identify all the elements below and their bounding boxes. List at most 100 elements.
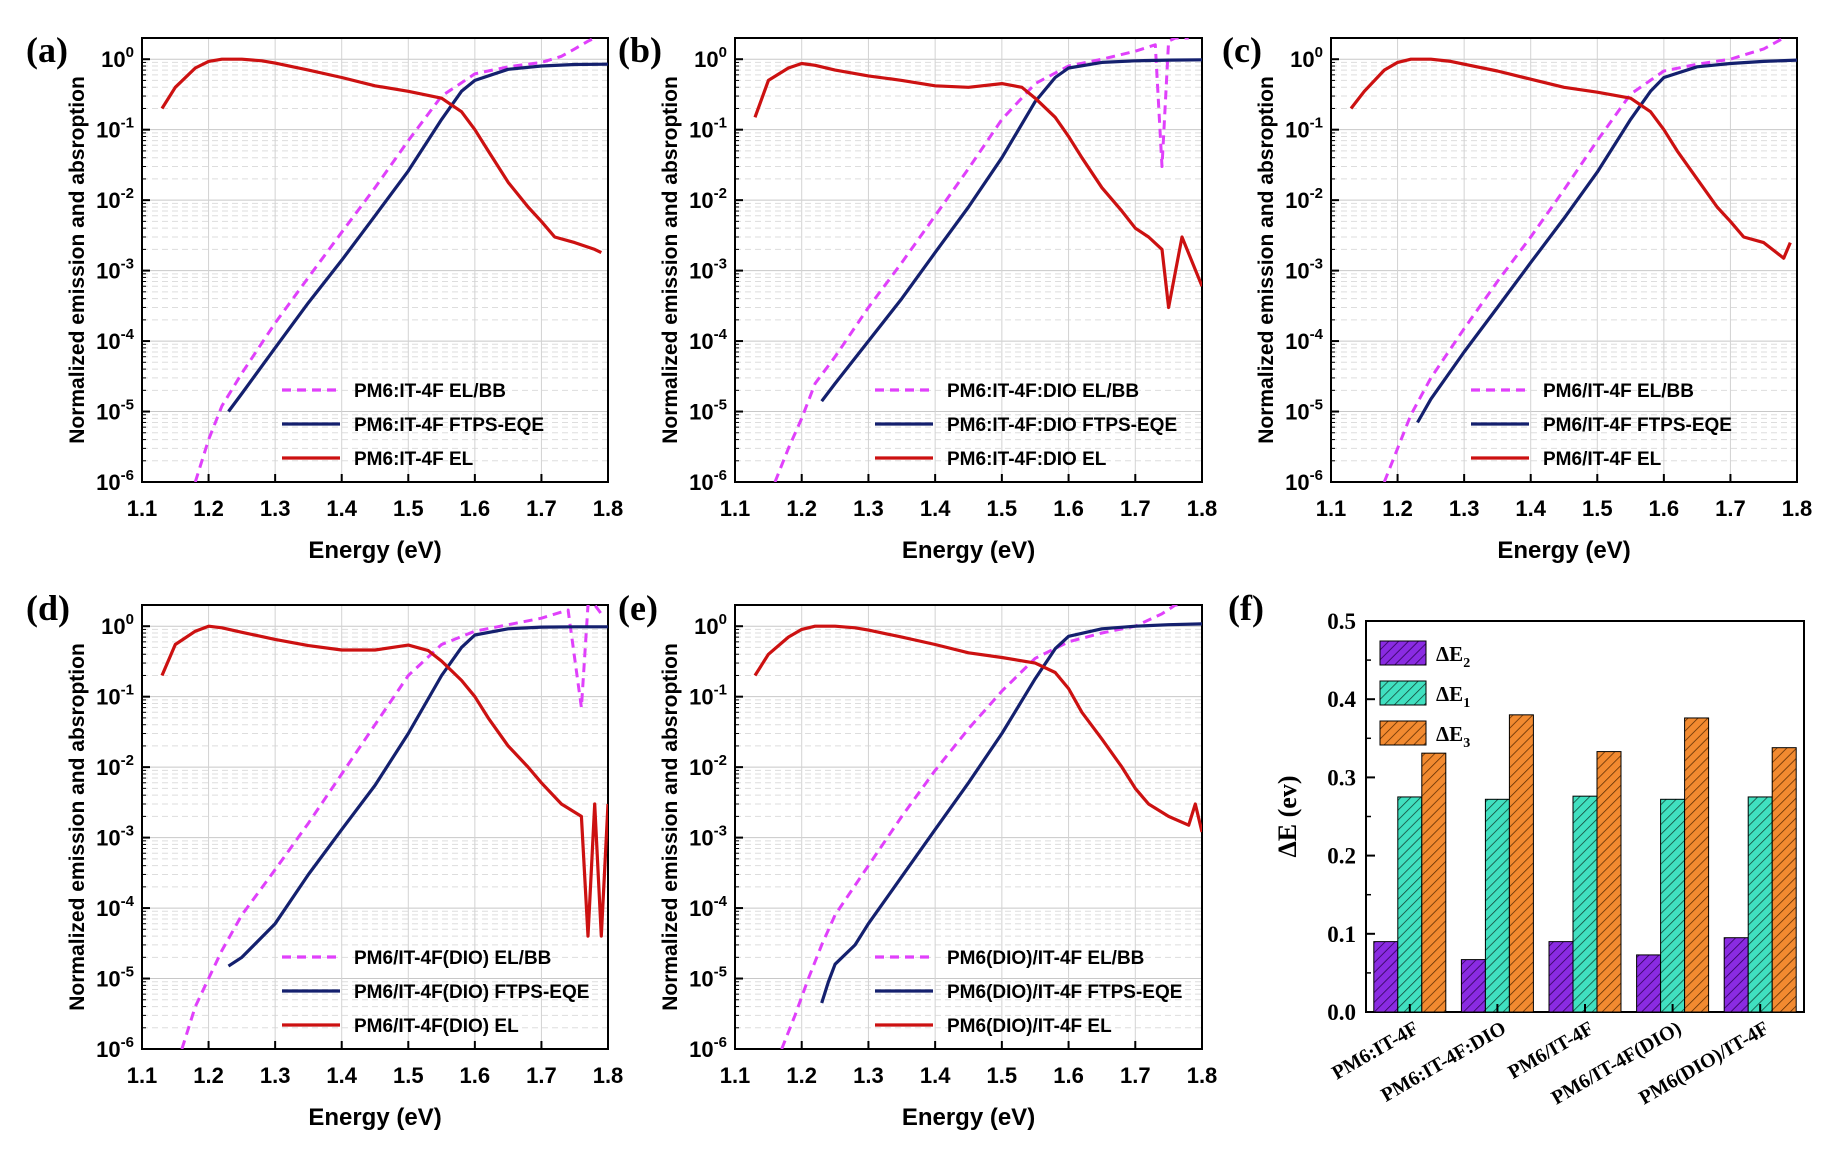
legend-label: PM6/IT-4F FTPS-EQE [1543,415,1732,436]
bar-e3-pm6-it-4f-dio [1684,717,1710,1013]
x-tick-label: 1.4 [1515,496,1546,521]
x-tick-label: 1.1 [720,1063,751,1088]
y-tick-label: 0.1 [1327,922,1356,947]
y-tick-label: 10-1 [1285,115,1323,143]
x-axis-label: Energy (eV) [308,1104,441,1131]
bar-e2-pm6-it-4f [1373,941,1399,1013]
y-tick-label: 10-6 [689,1034,727,1062]
bar-e2-pm6-it-4f-dio [1636,954,1662,1013]
y-tick-label: 0.3 [1327,765,1356,790]
x-tick-label: 1.6 [1053,1063,1084,1088]
x-tick-label: 1.1 [720,496,751,521]
y-tick-label: 100 [694,44,727,72]
y-tick-label: 10-5 [689,964,727,992]
x-tick-label: 1.6 [1649,496,1680,521]
y-tick-label: 10-4 [689,893,727,921]
plot-frame [1330,37,1798,483]
panel-letter: (d) [26,588,70,628]
bar-e1-pm6-it-4f-dio [1660,798,1686,1013]
x-axis-label: Energy (eV) [902,1104,1035,1131]
series-line-pm6-it-4f-dio-ftps-eqe [820,58,1202,403]
x-tick-label: 1.3 [1449,496,1480,521]
series-line-pm6-it-4f-ftps-eqe [227,62,608,413]
x-tick-label: 1.4 [326,496,357,521]
x-tick-label: 1.6 [1053,496,1084,521]
legend-label: PM6/IT-4F EL/BB [1543,381,1694,402]
panel-letter: (f) [1228,588,1264,628]
y-tick-label: 10-5 [96,964,134,992]
x-tick-label: 1.2 [1382,496,1413,521]
x-tick-label: 1.8 [593,496,624,521]
y-tick-label: 10-3 [689,256,727,284]
x-tick-label: 1.1 [1316,496,1347,521]
bar-e2-pm6-it-4f-dio [1460,959,1486,1013]
x-tick-label: 1.7 [1715,496,1746,521]
x-tick-label: 1.3 [853,496,884,521]
x-tick-label: 1.6 [460,496,491,521]
y-tick-label: 10-5 [96,397,134,425]
legend-label: ΔE2 [1436,642,1470,671]
y-tick-label: 10-1 [96,682,134,710]
panel-letter: (e) [618,588,658,628]
y-tick-label: 10-3 [96,256,134,284]
legend-label: PM6/IT-4F EL [1543,449,1662,470]
series-line-pm6-it-4f-el-bb [1382,38,1785,482]
panel-f: 0.00.10.20.30.40.5ΔE (ev)PM6:IT-4FPM6:IT… [1228,588,1805,1109]
y-tick-label: 10-6 [689,467,727,495]
y-axis-label: Normalized emission and absroption [659,76,682,444]
bar-e1-pm6-dio-it-4f [1747,796,1773,1013]
panel-c: 1.1 1.2 1.3 1.4 1.5 1.6 1.7 1.8 10-6 10-5 10-4 10-3… [1222,30,1812,564]
bar-e1-pm6-it-4f [1397,796,1423,1013]
legend: PM6/IT-4F EL/BB PM6/IT-4F FTPS-EQE PM6/IT-… [1471,381,1732,470]
x-tick-label: 1.7 [1120,1063,1151,1088]
series-line-pm6-it-4f-dio-ftps-eqe [227,625,608,968]
y-tick-label: 100 [694,611,727,639]
x-tick-label: 1.7 [526,1063,557,1088]
legend-label: PM6:IT-4F:DIO EL/BB [947,381,1139,402]
legend-label: PM6:IT-4F EL [354,449,474,470]
x-tick-label: 1.5 [1582,496,1613,521]
y-tick-label: 10-2 [1285,185,1323,213]
x-axis-label: Energy (eV) [308,537,441,564]
legend-swatch [1379,680,1427,706]
legend: PM6:IT-4F:DIO EL/BB PM6:IT-4F:DIO FTPS-EQ… [875,381,1177,470]
x-tick-label: 1.8 [593,1063,624,1088]
x-tick-label: 1.1 [127,1063,158,1088]
y-tick-label: 0.2 [1327,844,1356,869]
legend-label: ΔE1 [1436,682,1470,711]
legend-label: PM6:IT-4F:DIO EL [947,449,1107,470]
legend-label: PM6/IT-4F(DIO) EL [354,1016,519,1037]
x-tick-label: 1.2 [786,1063,817,1088]
bar-e1-pm6-it-4f-dio [1484,798,1510,1013]
legend-label: PM6(DIO)/IT-4F EL [947,1016,1112,1037]
y-tick-label: 10-2 [96,752,134,780]
legend: PM6:IT-4F EL/BB PM6:IT-4F FTPS-EQE PM6:IT-… [282,381,544,470]
bar-e2-pm6-dio-it-4f [1723,937,1749,1013]
x-tick-label: 1.5 [393,496,424,521]
x-tick-label: 1.4 [326,1063,357,1088]
bar-e3-pm6-it-4f-dio [1508,714,1534,1013]
y-tick-label: 10-6 [96,1034,134,1062]
plot-frame [141,37,609,483]
y-axis-label: Normalized emission and absroption [66,643,89,1011]
x-tick-label: 1.7 [1120,496,1151,521]
bar-e1-pm6-it-4f [1572,795,1598,1013]
x-tick-label: 1.2 [193,496,224,521]
legend-label: PM6:IT-4F FTPS-EQE [354,415,544,436]
series-line-pm6-it-4f-ftps-eqe [1416,58,1797,424]
panel-letter: (b) [618,30,662,70]
y-tick-label: 10-1 [689,115,727,143]
x-tick-label: 1.5 [987,1063,1018,1088]
x-tick-label: 1.7 [526,496,557,521]
plot-frame [734,37,1203,483]
bar-e3-pm6-it-4f [1596,751,1622,1013]
x-tick-label: 1.3 [853,1063,884,1088]
panel-letter: (a) [26,30,68,70]
legend-label: PM6:IT-4F:DIO FTPS-EQE [947,415,1177,436]
x-tick-label: 1.8 [1782,496,1813,521]
panel-b: 1.1 1.2 1.3 1.4 1.5 1.6 1.7 1.8 10-6 10-5 10-4 10-3… [618,30,1217,564]
x-tick-label: 1.8 [1187,1063,1218,1088]
y-tick-label: 10-4 [689,326,727,354]
bar-e3-pm6-it-4f [1421,752,1447,1013]
y-tick-label: 10-5 [1285,397,1323,425]
